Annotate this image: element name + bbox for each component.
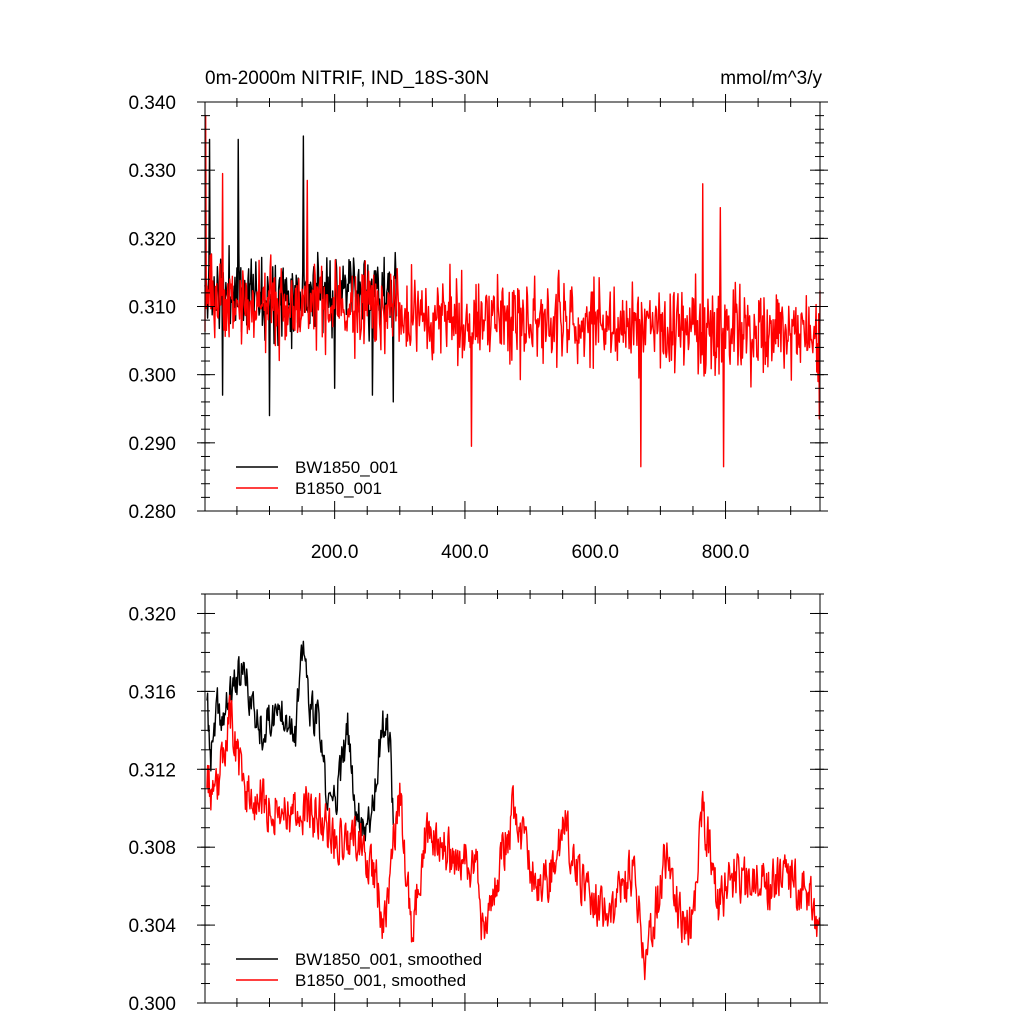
y-tick-label: 0.316 [128, 682, 176, 703]
y-tick-label: 0.330 [128, 161, 176, 182]
x-tick-label: 400.0 [441, 542, 489, 563]
x-tick-label: 800.0 [702, 542, 750, 563]
y-tick-label: 0.320 [128, 229, 176, 250]
chart-units: mmol/m^3/y [720, 68, 822, 89]
axis-ticks [197, 586, 828, 1011]
bottom-chart: 0.300 0.304 0.308 0.312 0.316 0.320 BW1850_00… [128, 586, 828, 1015]
legend-label-0: BW1850_001 [295, 458, 398, 477]
y-tick-labels: 0.300 0.304 0.308 0.312 0.316 0.320 [128, 604, 176, 1015]
y-tick-label: 0.300 [128, 994, 176, 1015]
series-line-1 [206, 694, 821, 981]
plot-frame [204, 593, 821, 1004]
y-tick-label: 0.280 [128, 502, 176, 523]
legend-label-1: B1850_001, smoothed [295, 971, 466, 990]
chart-title: 0m-2000m NITRIF, IND_18S-30N [205, 68, 489, 89]
y-tick-label: 0.290 [128, 434, 176, 455]
legend-label-0: BW1850_001, smoothed [295, 950, 482, 969]
series-layer [206, 640, 821, 981]
y-tick-labels: 0.280 0.290 0.300 0.310 0.320 0.330 0.340 [128, 93, 176, 523]
x-tick-label: 200.0 [311, 542, 359, 563]
y-tick-label: 0.320 [128, 604, 176, 625]
top-chart: 0m-2000m NITRIF, IND_18S-30N mmol/m^3/y … [128, 68, 828, 563]
y-tick-label: 0.304 [128, 916, 176, 937]
series-line-0 [206, 640, 394, 842]
axis-ticks [197, 94, 828, 519]
y-tick-label: 0.308 [128, 838, 176, 859]
y-tick-label: 0.310 [128, 298, 176, 319]
legend: BW1850_001 B1850_001 [236, 458, 398, 498]
series-line-1 [204, 114, 821, 468]
x-tick-label: 600.0 [571, 542, 619, 563]
y-tick-label: 0.340 [128, 93, 176, 114]
series-layer [204, 114, 821, 468]
x-tick-labels: 200.0 400.0 600.0 800.0 [311, 542, 749, 563]
legend-label-1: B1850_001 [295, 479, 382, 498]
y-tick-label: 0.300 [128, 366, 176, 387]
y-tick-label: 0.312 [128, 760, 176, 781]
legend: BW1850_001, smoothed B1850_001, smoothed [236, 950, 482, 990]
